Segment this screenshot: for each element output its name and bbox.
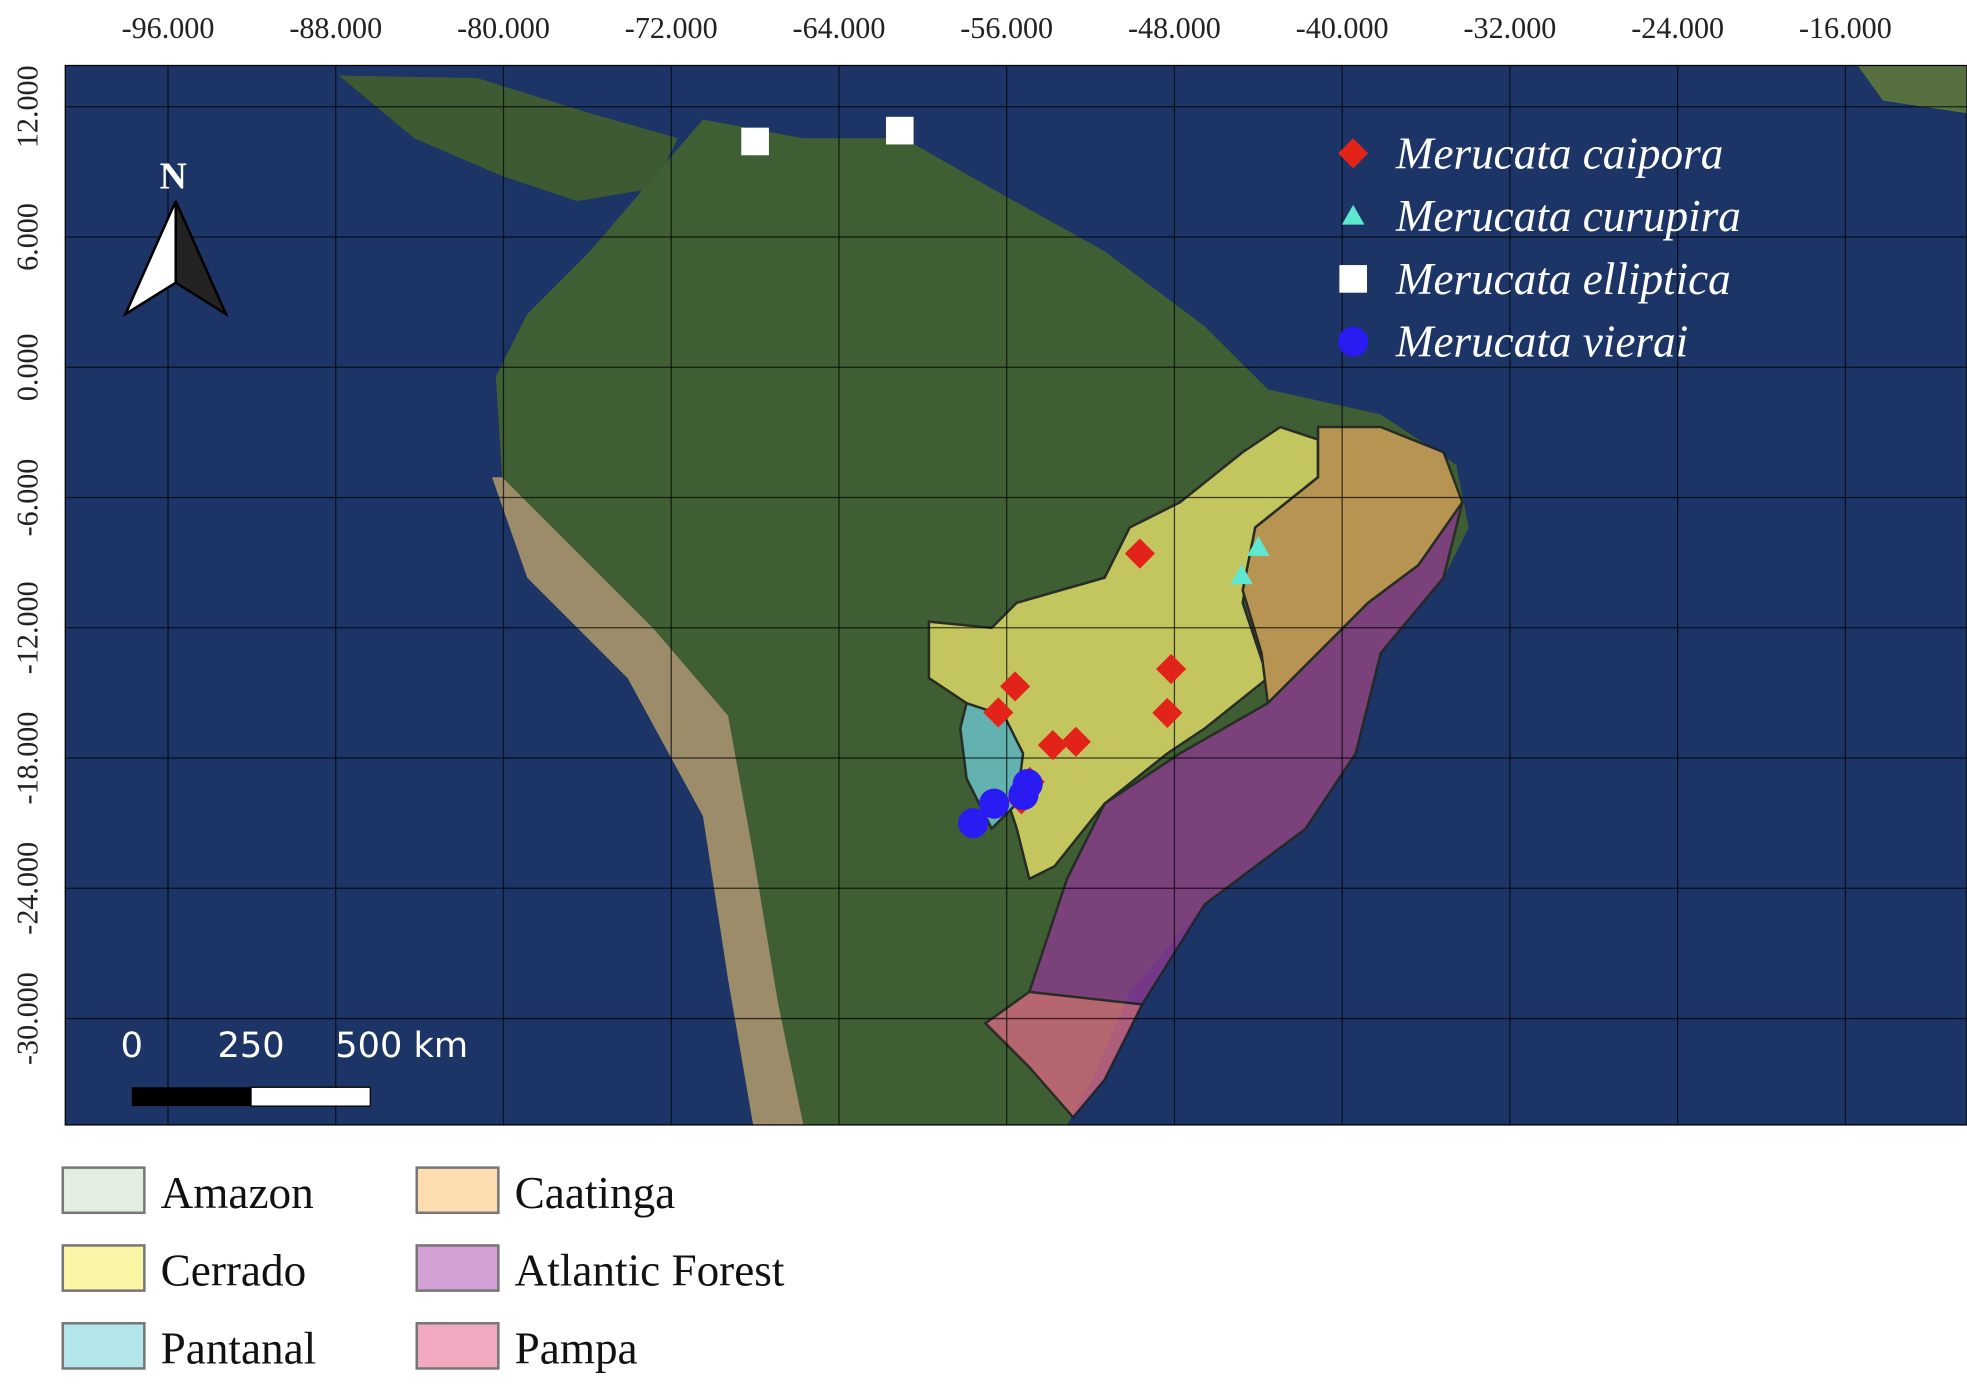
- legend-label: Merucata vierai: [1395, 317, 1688, 367]
- occurrence-point: [1152, 697, 1183, 728]
- y-tick-label: 12.000: [11, 65, 45, 148]
- occurrence-point: [1247, 536, 1270, 556]
- grid: [65, 65, 1967, 1125]
- biome-swatch: [415, 1166, 500, 1215]
- biome-label: Pantanal: [161, 1323, 317, 1373]
- scale-label: 500 km: [335, 1025, 468, 1066]
- occurrence-point: [1230, 564, 1253, 585]
- x-tick-label: -72.000: [625, 11, 718, 45]
- y-tick-label: 6.000: [11, 203, 45, 271]
- x-tick-label: -16.000: [1799, 11, 1892, 45]
- biome-legend: Amazon Cerrado Pantanal Caatinga Atlantic Fo…: [61, 1166, 785, 1373]
- biome-label: Caatinga: [515, 1168, 676, 1218]
- andes-desert: [492, 477, 804, 1125]
- biome-swatch: [61, 1166, 146, 1215]
- y-tick-label: -30.000: [11, 972, 45, 1065]
- occurrence-point: [1124, 538, 1155, 569]
- occurrence-point: [1060, 726, 1091, 757]
- legend-label: Merucata caipora: [1395, 128, 1723, 178]
- x-tick-label: -24.000: [1631, 11, 1724, 45]
- biome-label: Atlantic Forest: [515, 1246, 785, 1296]
- species-legend: Merucata caipora Merucata curupira Merucat…: [1338, 128, 1741, 367]
- biome-swatch: [415, 1244, 500, 1292]
- biome-label: Amazon: [161, 1168, 314, 1218]
- biome-swatch: [415, 1322, 500, 1370]
- scale-label: 250: [218, 1025, 285, 1066]
- occurrence-point: [741, 127, 769, 156]
- north-arrow-right: [174, 200, 229, 318]
- north-arrow: N: [122, 156, 229, 318]
- y-tick-label: 0.000: [11, 333, 45, 401]
- legend-marker: [1339, 265, 1367, 293]
- biome-label: Pampa: [515, 1323, 638, 1373]
- occurrence-point: [983, 697, 1014, 728]
- legend-label: Merucata elliptica: [1395, 254, 1731, 304]
- x-tick-label: -80.000: [457, 11, 550, 45]
- occurrence-point: [979, 788, 1010, 819]
- y-tick-label: -24.000: [11, 842, 45, 935]
- legend-marker: [1341, 204, 1365, 225]
- scale-segment: [250, 1086, 371, 1107]
- occurrence-point: [1012, 769, 1043, 800]
- north-label: N: [160, 156, 187, 198]
- x-tick-label: -56.000: [960, 11, 1053, 45]
- scale-bar: 0 250 500 km: [121, 1025, 468, 1107]
- x-tick-label: -96.000: [122, 11, 215, 45]
- biome-label: Cerrado: [161, 1246, 306, 1296]
- occurrence-point: [1037, 729, 1068, 761]
- x-tick-label: -48.000: [1128, 11, 1221, 45]
- biome-swatch: [61, 1244, 146, 1292]
- y-tick-label: -18.000: [11, 712, 45, 805]
- x-tick-label: -32.000: [1464, 11, 1557, 45]
- scale-label: 0: [121, 1025, 143, 1066]
- africa: [1857, 65, 1967, 114]
- occurrence-point: [1156, 653, 1187, 685]
- x-tick-label: -64.000: [793, 11, 886, 45]
- legend-label: Merucata curupira: [1395, 191, 1741, 241]
- map-frame: [64, 64, 1967, 1126]
- y-tick-label: -12.000: [11, 581, 45, 674]
- scale-segment: [131, 1087, 252, 1107]
- biome-swatch: [61, 1322, 146, 1370]
- y-tick-label: -6.000: [11, 459, 45, 537]
- occurrence-point: [885, 116, 914, 145]
- occurrence-point: [958, 808, 989, 839]
- legend-marker: [1338, 326, 1369, 357]
- occurrence-point: [1000, 671, 1031, 702]
- x-tick-label: -88.000: [289, 11, 382, 45]
- legend-marker: [1338, 138, 1369, 169]
- occurrences: [741, 116, 1270, 839]
- pampa-region: [983, 990, 1145, 1120]
- x-tick-label: -40.000: [1296, 11, 1389, 45]
